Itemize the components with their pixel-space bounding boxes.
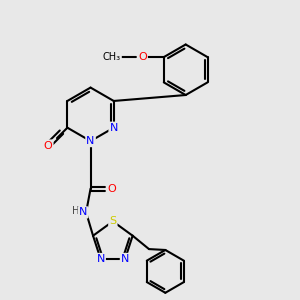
Text: S: S xyxy=(109,216,116,226)
Text: O: O xyxy=(138,52,147,62)
Text: H: H xyxy=(72,206,80,216)
Text: N: N xyxy=(110,123,118,133)
Text: N: N xyxy=(96,254,105,264)
Text: N: N xyxy=(121,254,129,264)
Text: N: N xyxy=(79,207,87,218)
Text: N: N xyxy=(86,136,95,146)
Text: CH₃: CH₃ xyxy=(103,52,121,62)
Text: O: O xyxy=(44,140,52,151)
Text: O: O xyxy=(107,184,116,194)
